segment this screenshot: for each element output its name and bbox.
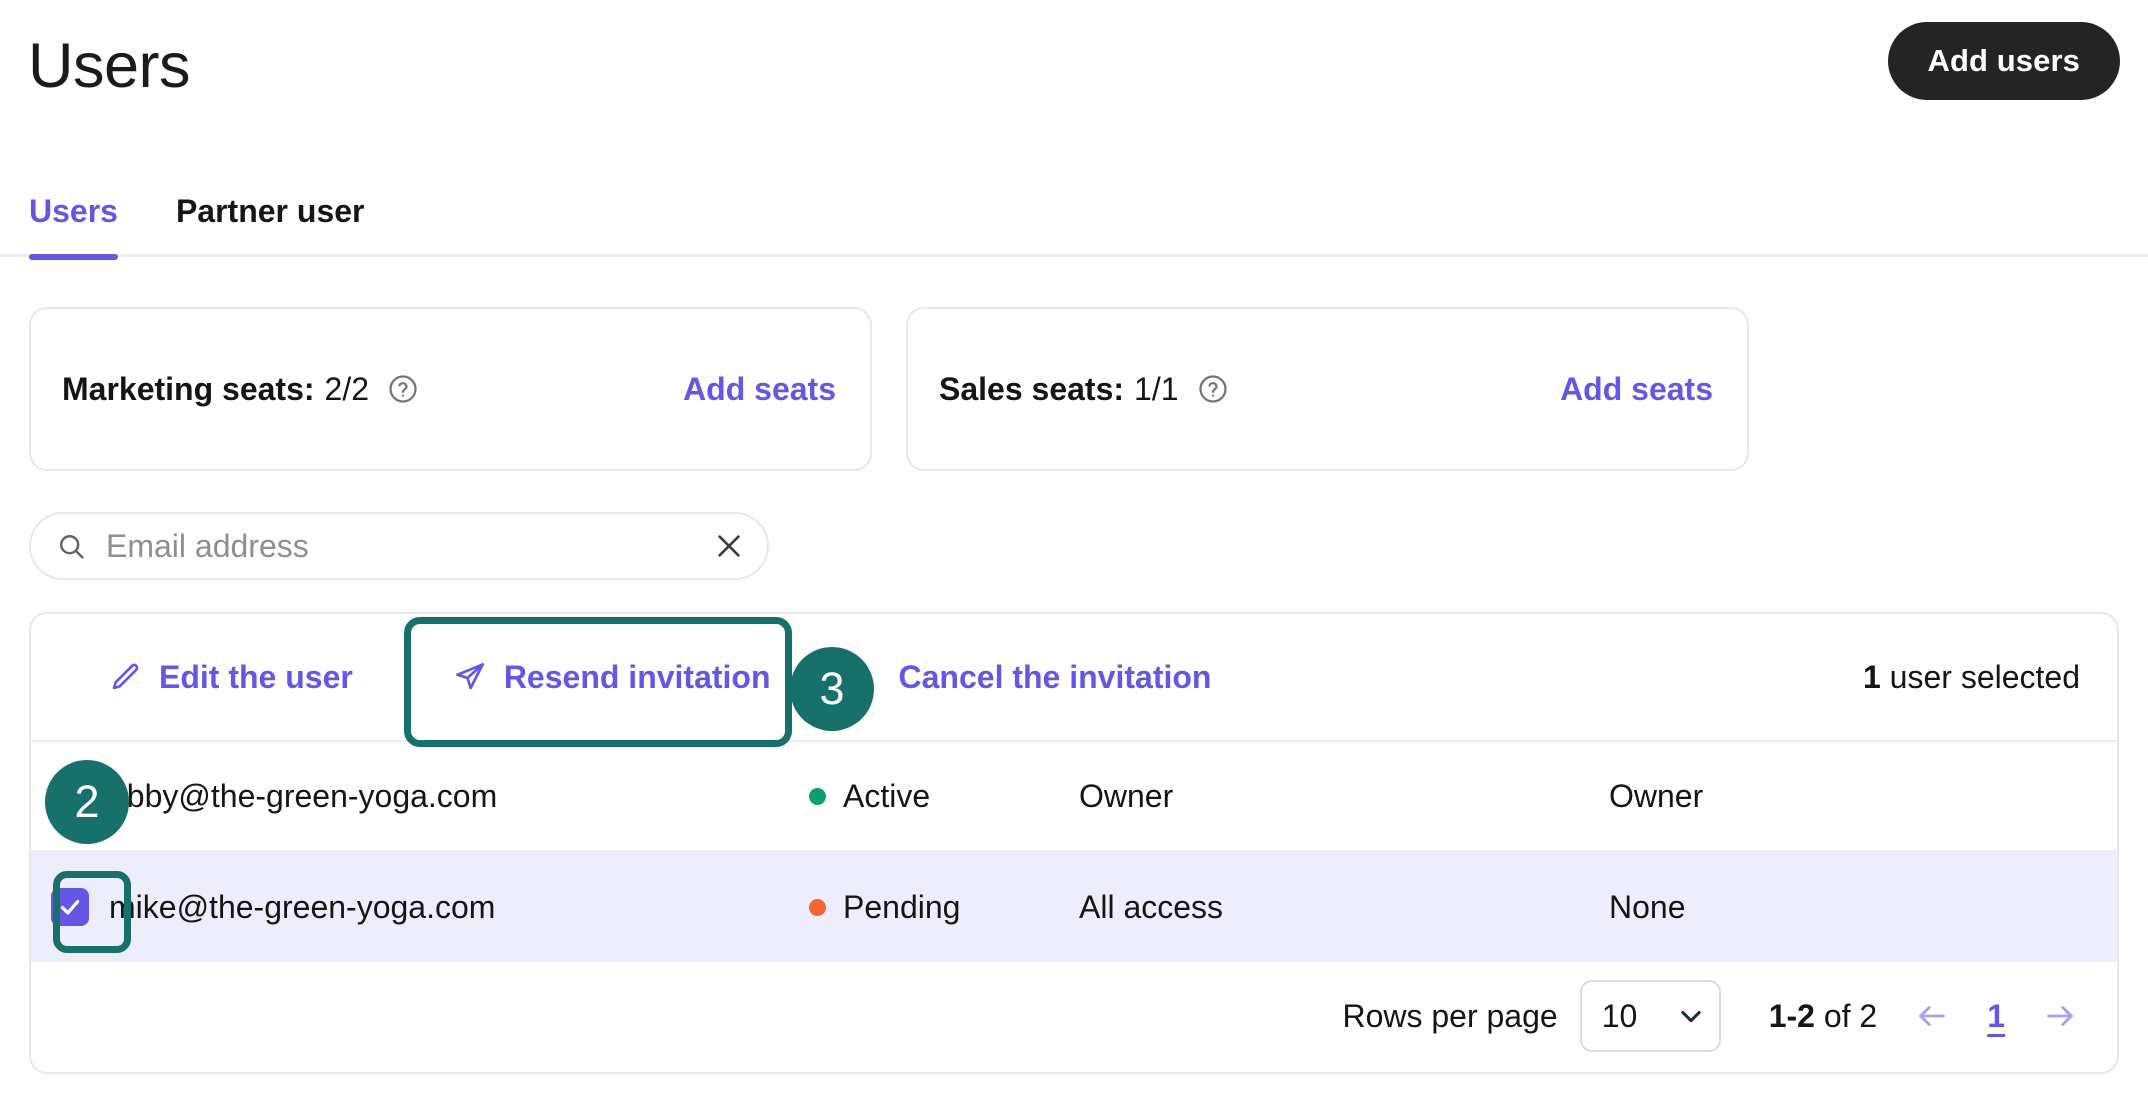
- rows-per-page-value: 10: [1601, 997, 1638, 1034]
- marketing-seats-count: 2/2: [324, 370, 370, 407]
- seats-summary: Marketing seats: 2/2 Add seats Sales sea…: [29, 307, 1749, 471]
- send-icon: [454, 661, 486, 693]
- row-checkbox[interactable]: [51, 888, 89, 926]
- pagination-range-rest: of 2: [1814, 997, 1878, 1034]
- pagination: Rows per page 10 1-2 of 2 1: [31, 962, 2117, 1070]
- tab-partner-user[interactable]: Partner user: [176, 165, 365, 257]
- tab-bar: Users Partner user: [0, 165, 2148, 260]
- chevron-down-icon: [1677, 1002, 1705, 1030]
- row-role: Owner: [1079, 777, 1174, 814]
- help-circle-icon[interactable]: [1198, 374, 1228, 404]
- marketing-seats-card: Marketing seats: 2/2 Add seats: [29, 307, 872, 471]
- arrow-left-icon[interactable]: [1915, 999, 1949, 1033]
- sales-seats-card: Sales seats: 1/1 Add seats: [906, 307, 1749, 471]
- pagination-page-1[interactable]: 1: [1987, 997, 2005, 1034]
- rows-per-page-select[interactable]: 10: [1579, 980, 1721, 1052]
- row-permission: Owner: [1609, 777, 1704, 814]
- pagination-range: 1-2 of 2: [1769, 998, 1878, 1035]
- cancel-the-invitation-button[interactable]: Cancel the invitation: [899, 659, 1212, 696]
- row-checkbox[interactable]: [51, 777, 89, 815]
- status-dot-pending: [809, 898, 826, 916]
- row-email: abby@the-green-yoga.com: [109, 777, 498, 814]
- users-table-card: Edit the user Resend invitation Cancel t…: [29, 612, 2119, 1074]
- row-email: mike@the-green-yoga.com: [109, 888, 496, 925]
- row-role: All access: [1079, 888, 1224, 925]
- resend-invitation-label: Resend invitation: [503, 658, 771, 695]
- sales-seats-count: 1/1: [1134, 370, 1179, 407]
- search-icon: [57, 532, 86, 561]
- edit-the-user-button[interactable]: Edit the user: [109, 659, 353, 696]
- table-row[interactable]: abby@the-green-yoga.com Active Owner Own…: [31, 742, 2117, 852]
- row-status: Pending: [809, 889, 1079, 926]
- rows-per-page-label: Rows per page: [1342, 997, 1558, 1034]
- help-circle-icon[interactable]: [388, 374, 418, 404]
- table-row[interactable]: mike@the-green-yoga.com Pending All acce…: [31, 852, 2117, 962]
- add-seats-marketing-button[interactable]: Add seats: [683, 370, 836, 407]
- edit-the-user-label: Edit the user: [159, 658, 353, 695]
- row-checkbox-cell: [31, 777, 109, 815]
- search-box: [29, 512, 769, 580]
- status-dot-active: [809, 787, 826, 805]
- page-title: Users: [28, 31, 191, 101]
- search-input[interactable]: [106, 527, 713, 565]
- resend-invitation-button[interactable]: Resend invitation: [454, 659, 771, 696]
- marketing-seats-label: Marketing seats:: [62, 370, 315, 407]
- tab-users[interactable]: Users: [29, 165, 118, 260]
- tab-users-label: Users: [29, 192, 118, 229]
- pagination-range-bold: 1-2: [1768, 997, 1815, 1034]
- sales-seats-label: Sales seats:: [939, 370, 1125, 407]
- page-header: Users Add users: [0, 0, 2148, 150]
- cancel-the-invitation-label: Cancel the invitation: [898, 658, 1212, 695]
- close-icon[interactable]: [713, 530, 745, 562]
- pencil-icon: [109, 661, 141, 693]
- row-checkbox-cell: [31, 888, 109, 926]
- selected-count-value: 1: [1862, 658, 1881, 695]
- row-permission: None: [1609, 888, 1686, 925]
- arrow-right-icon[interactable]: [2043, 999, 2077, 1033]
- tab-partner-user-label: Partner user: [175, 192, 365, 229]
- selected-count: 1 user selected: [1863, 659, 2080, 696]
- add-users-button[interactable]: Add users: [1887, 22, 2120, 100]
- row-status-label: Active: [843, 777, 931, 814]
- row-status: Active: [809, 778, 1079, 815]
- bulk-actions-toolbar: Edit the user Resend invitation Cancel t…: [31, 614, 2117, 742]
- add-seats-sales-button[interactable]: Add seats: [1560, 370, 1713, 407]
- row-status-label: Pending: [843, 888, 961, 925]
- selected-count-suffix: user selected: [1880, 658, 2080, 695]
